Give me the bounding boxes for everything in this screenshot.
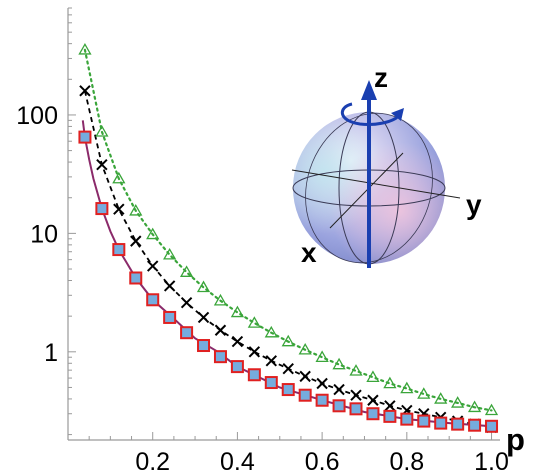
series-1-point (282, 362, 294, 375)
series-3-point (129, 271, 143, 285)
series-markers (78, 42, 499, 434)
series-3-point (468, 418, 482, 432)
bloch-sphere-inset: z y x (291, 62, 482, 268)
series-1-point (113, 203, 125, 215)
sphere-label-x: x (301, 237, 317, 268)
series-1-point (197, 311, 210, 324)
series-0-point (264, 325, 278, 338)
series-1-point (367, 394, 379, 406)
series-3-point (146, 293, 160, 307)
sphere-x-axis (329, 152, 404, 229)
rotation-arrow-icon (341, 102, 402, 126)
series-3-point (281, 383, 295, 397)
x-tick-label: 0.2 (135, 448, 170, 474)
series-3-point (264, 376, 278, 390)
series-1-point (79, 85, 91, 97)
series-0-point (383, 376, 397, 389)
series-0-point (196, 280, 211, 293)
x-tick-label: 0.6 (305, 448, 340, 474)
series-0-point (213, 293, 228, 306)
series-0-point (366, 370, 380, 383)
series-0-point (298, 342, 312, 355)
x-tick-label: 0.4 (220, 448, 255, 474)
series-3-point (332, 399, 346, 413)
x-axis-title-group: p (506, 422, 525, 457)
rotation-arrowhead-icon (391, 108, 404, 121)
series-3-point (417, 414, 431, 428)
series-3-point (247, 368, 261, 382)
series-1-point (248, 346, 261, 358)
series-3-point (383, 409, 397, 423)
series-0-point (400, 381, 414, 394)
series-3-point (112, 243, 126, 257)
sphere-label-y: y (466, 189, 482, 220)
series-0-point (179, 265, 194, 277)
series-0-line (83, 48, 493, 412)
x-tick-label: 0.8 (389, 448, 424, 474)
tick-marks (68, 7, 493, 440)
series-3-point (485, 419, 499, 433)
sphere-y-axis (291, 169, 461, 199)
x-tick-label: 1.0 (474, 448, 509, 474)
series-3-point (230, 360, 244, 374)
series-1-point (316, 377, 328, 390)
series-0-point (349, 364, 363, 376)
series-3-point (298, 388, 312, 402)
series-0-point (163, 247, 177, 260)
series-3-point (451, 417, 465, 431)
tick-labels: 0.2 0.4 0.6 0.8 1.0 1 10 100 (16, 102, 509, 474)
series-1-point (96, 159, 108, 171)
sphere-meridian-2 (305, 112, 433, 264)
series-0-point (467, 400, 482, 413)
y-tick-label: 1 (44, 339, 58, 367)
series-3-point (78, 130, 92, 144)
series-3-point (434, 416, 448, 430)
series-3-point (213, 350, 227, 364)
series-0-point (434, 392, 448, 404)
series-3-point (197, 339, 211, 353)
series-0-point (281, 334, 295, 347)
series-0-point (230, 305, 245, 318)
series-1-point (384, 400, 396, 412)
series-0-point (451, 396, 465, 408)
series-1-point (350, 389, 362, 401)
series-0-point (129, 204, 143, 216)
series-1-line (84, 90, 492, 429)
sphere-label-z: z (374, 62, 388, 93)
series-0-point (332, 357, 346, 370)
series-0-point (247, 316, 261, 328)
series-1-point (265, 355, 278, 367)
series-0-point (146, 227, 160, 240)
series-3-point (366, 407, 380, 421)
series-0-point (112, 171, 126, 184)
series-1-point (130, 235, 142, 247)
series-1-point (180, 296, 193, 309)
series-3-point (349, 402, 363, 416)
series-1-point (231, 335, 244, 348)
series-3-point (315, 393, 329, 407)
y-tick-label: 100 (16, 102, 58, 130)
y-tick-label: 10 (30, 220, 58, 248)
series-0-point (78, 42, 92, 55)
series-1-point (333, 383, 345, 396)
series-3-point (180, 326, 194, 340)
series-3-point (400, 412, 414, 426)
series-3-point (163, 310, 177, 324)
series-1-point (214, 324, 227, 336)
series-1-point (146, 260, 159, 272)
series-1-point (163, 280, 176, 292)
series-0-point (315, 350, 329, 362)
z-arrow-icon (361, 80, 377, 100)
series-0-point (484, 403, 499, 416)
series-3-point (95, 202, 109, 216)
x-axis-title: p (506, 422, 525, 457)
series-0-point (417, 387, 431, 399)
series-1-point (299, 370, 311, 383)
series-0-point (95, 125, 109, 137)
